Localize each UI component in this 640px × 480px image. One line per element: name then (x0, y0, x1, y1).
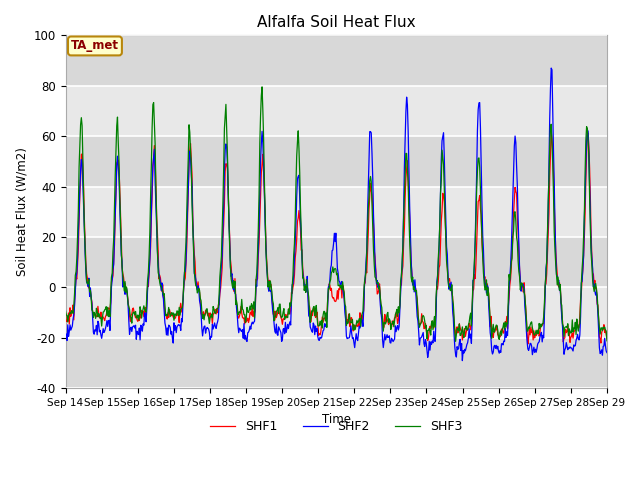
SHF2 (72, 288, 79, 293)
SHF2 (182, 257, 190, 263)
SHF2 (418, 334, 426, 340)
SHF2 (402, 109, 410, 115)
SHF1 (61, 311, 69, 317)
SHF2 (547, 65, 555, 71)
X-axis label: Time: Time (322, 413, 351, 426)
SHF2 (211, 320, 218, 326)
SHF3 (182, 239, 190, 245)
SHF3 (452, 338, 460, 344)
SHF3 (403, 151, 410, 156)
Title: Alfalfa Soil Heat Flux: Alfalfa Soil Heat Flux (257, 15, 415, 30)
Bar (65, 136, 607, 187)
SHF3 (72, 273, 79, 278)
Bar (65, 86, 607, 136)
Bar (65, 237, 607, 288)
Legend: SHF1, SHF2, SHF3: SHF1, SHF2, SHF3 (205, 415, 467, 438)
SHF3 (419, 313, 426, 319)
Text: TA_met: TA_met (71, 39, 119, 52)
Y-axis label: Soil Heat Flux (W/m2): Soil Heat Flux (W/m2) (15, 147, 28, 276)
SHF3 (211, 310, 218, 315)
Line: SHF2: SHF2 (65, 68, 607, 360)
Bar (65, 288, 607, 338)
Bar (65, 338, 607, 388)
SHF1 (72, 285, 79, 291)
Line: SHF1: SHF1 (65, 132, 607, 344)
SHF3 (61, 308, 69, 313)
Line: SHF3: SHF3 (65, 87, 607, 341)
SHF3 (258, 84, 266, 90)
SHF2 (603, 350, 611, 356)
SHF1 (418, 311, 426, 317)
SHF2 (61, 334, 69, 340)
SHF3 (603, 338, 611, 344)
SHF1 (603, 336, 611, 341)
SHF2 (127, 324, 135, 330)
SHF3 (127, 314, 135, 320)
SHF1 (524, 341, 532, 347)
SHF1 (182, 261, 190, 266)
SHF2 (458, 358, 466, 363)
SHF1 (402, 175, 410, 180)
SHF1 (127, 312, 135, 318)
SHF1 (211, 309, 218, 314)
SHF1 (547, 129, 555, 134)
Bar (65, 187, 607, 237)
Bar (65, 36, 607, 86)
